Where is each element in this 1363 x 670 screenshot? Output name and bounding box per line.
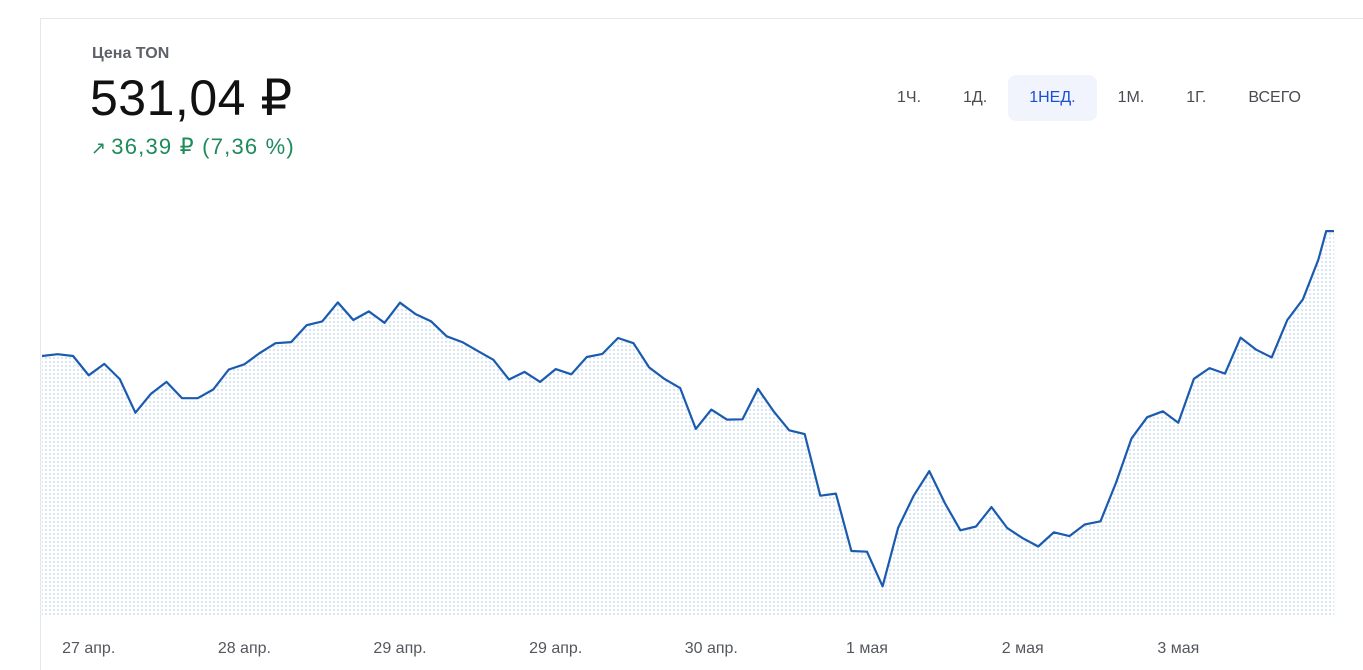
current-price: 531,04 ₽ [90,70,293,126]
x-tick-label: 1 мая [846,640,888,657]
price-change: ↗ 36,39 ₽ (7,36 %) [91,134,295,160]
range-all-button[interactable]: ВСЕГО [1248,89,1301,106]
x-tick-label: 28 апр. [218,640,271,657]
range-1m-button[interactable]: 1М. [1117,89,1145,106]
chart-card [40,18,1363,670]
range-1h-button[interactable]: 1Ч. [897,89,922,106]
time-range-selector: 1Ч. 1Д. 1НЕД. 1М. 1Г. ВСЕГО [876,75,1322,121]
x-tick-label: 29 апр. [373,640,426,657]
price-area-fill [42,231,1334,615]
x-tick-label: 30 апр. [685,640,738,657]
range-1y-button[interactable]: 1Г. [1186,89,1207,106]
x-tick-label: 29 апр. [529,640,582,657]
trend-up-icon: ↗ [91,138,108,158]
x-tick-label: 3 мая [1157,640,1199,657]
x-tick-label: 27 апр. [62,640,115,657]
range-1d-button[interactable]: 1Д. [963,89,988,106]
asset-label: Цена TON [92,45,170,62]
price-change-value: 36,39 ₽ (7,36 %) [111,134,295,159]
price-line [41,230,1334,588]
range-1w-button[interactable]: 1НЕД. [1008,75,1097,121]
x-tick-label: 2 мая [1002,640,1044,657]
